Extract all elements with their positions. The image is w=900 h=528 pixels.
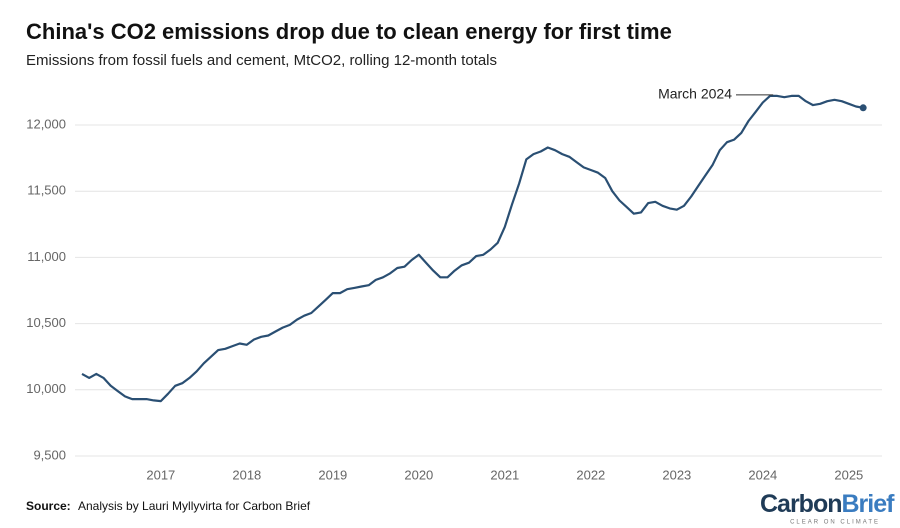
x-tick-label: 2023 [662,467,691,482]
y-tick-label: 10,000 [26,381,66,396]
y-tick-label: 11,500 [27,183,66,198]
source-label: Source: [26,499,71,513]
chart-subtitle: Emissions from fossil fuels and cement, … [26,52,497,69]
chart-title: China's CO2 emissions drop due to clean … [26,19,672,44]
x-tick-label: 2022 [576,467,605,482]
x-tick-label: 2020 [404,467,433,482]
y-tick-label: 10,500 [26,315,66,330]
x-tick-label: 2018 [232,467,261,482]
logo: CarbonBrief [760,490,895,518]
y-tick-label: 9,500 [33,447,66,462]
line [81,94,864,403]
x-tick-label: 2025 [834,467,863,482]
logo-brief: Brief [842,490,896,518]
logo-tagline: CLEAR ON CLIMATE [790,520,880,526]
y-tick-label: 11,000 [27,249,66,264]
y-tick-label: 12,000 [26,116,66,131]
annotation: March 2024 [658,86,732,102]
x-tick-label: 2021 [490,467,519,482]
x-tick-label: 2017 [146,467,175,482]
x-tick-label: 2019 [318,467,347,482]
source: Analysis by Lauri Myllyvirta for Carbon … [78,499,311,513]
end-dot [859,104,867,112]
logo-carbon: Carbon [760,490,842,518]
x-tick-label: 2024 [748,467,777,482]
